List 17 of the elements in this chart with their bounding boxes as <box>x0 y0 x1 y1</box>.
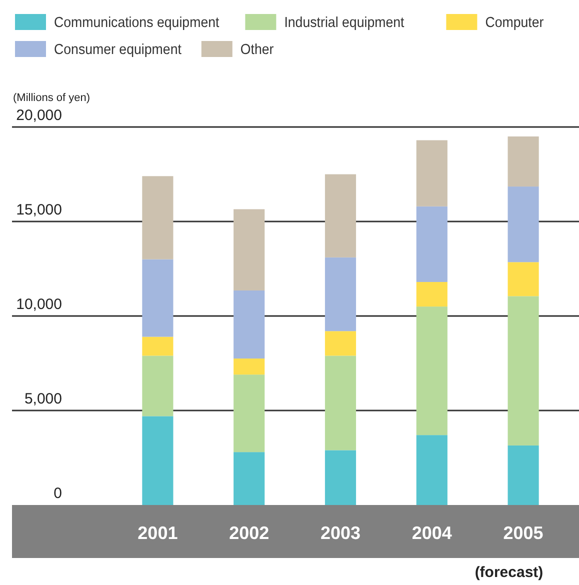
legend-label: Other <box>240 40 274 58</box>
x-tick-label: 2002 <box>229 523 270 543</box>
legend-label: Communications equipment <box>54 13 220 30</box>
y-axis-title: (Millions of yen) <box>13 92 90 104</box>
y-tick-label: 0 <box>54 485 62 502</box>
y-tick-label: 5,000 <box>24 390 62 408</box>
legend-label: Computer <box>485 13 544 30</box>
text: (forecast) <box>474 564 544 581</box>
y-tick-label: 20,000 <box>16 107 62 124</box>
legend-label: Industrial equipment <box>284 13 404 30</box>
legend-label: Consumer equipment <box>54 40 182 58</box>
x-tick-label: 2004 <box>412 523 452 543</box>
y-tick-label: 10,000 <box>16 296 62 313</box>
x-tick-label: 2001 <box>138 523 178 543</box>
x-tick-label: 2003 <box>320 523 361 543</box>
x-tick-label: 2005 <box>503 523 544 543</box>
y-tick-label: 15,000 <box>16 202 62 218</box>
